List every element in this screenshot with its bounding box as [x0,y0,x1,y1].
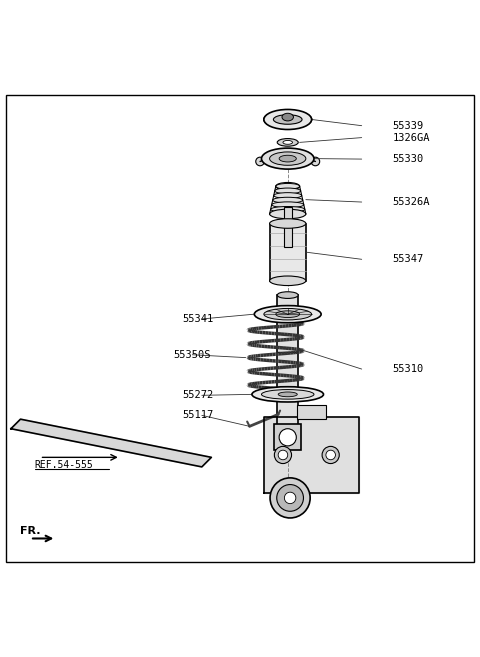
Text: 1326GA: 1326GA [393,133,430,143]
Text: 55310: 55310 [393,364,424,374]
Ellipse shape [252,387,324,402]
Ellipse shape [275,188,300,194]
Ellipse shape [282,113,293,121]
Ellipse shape [270,219,306,228]
Text: 55326A: 55326A [393,197,430,207]
Ellipse shape [271,206,305,212]
Ellipse shape [262,148,314,169]
Text: 55272: 55272 [183,390,214,400]
Ellipse shape [311,157,320,166]
Polygon shape [264,417,360,493]
Ellipse shape [270,276,306,286]
Ellipse shape [278,392,297,397]
Ellipse shape [276,183,300,189]
Ellipse shape [270,152,306,166]
FancyBboxPatch shape [284,207,291,248]
FancyBboxPatch shape [275,424,301,450]
Text: REF.54-555: REF.54-555 [35,459,94,470]
Ellipse shape [279,429,296,446]
Ellipse shape [277,485,303,511]
Ellipse shape [274,193,302,198]
Ellipse shape [322,446,339,464]
Ellipse shape [264,110,312,129]
Ellipse shape [256,157,264,166]
FancyBboxPatch shape [270,223,306,281]
Ellipse shape [254,306,321,323]
Text: 55341: 55341 [183,314,214,324]
Ellipse shape [270,209,306,219]
Ellipse shape [272,202,304,208]
Text: 55347: 55347 [393,254,424,264]
Ellipse shape [273,197,303,203]
Ellipse shape [284,492,296,504]
Text: FR.: FR. [21,526,41,536]
Ellipse shape [276,311,300,317]
Ellipse shape [277,139,298,147]
Ellipse shape [274,115,302,124]
Ellipse shape [326,450,336,460]
Ellipse shape [264,111,312,128]
Ellipse shape [262,390,314,399]
Ellipse shape [283,141,292,145]
Text: 55339: 55339 [393,121,424,131]
Ellipse shape [264,308,312,320]
Text: 55350S: 55350S [173,350,211,360]
Text: 55330: 55330 [393,154,424,164]
Polygon shape [11,419,211,467]
FancyBboxPatch shape [277,295,298,426]
Ellipse shape [270,478,310,518]
Ellipse shape [278,450,288,460]
Text: 55117: 55117 [183,411,214,420]
FancyBboxPatch shape [297,405,326,419]
Ellipse shape [276,183,300,190]
Ellipse shape [275,446,291,464]
Ellipse shape [277,292,298,298]
Ellipse shape [279,155,296,162]
